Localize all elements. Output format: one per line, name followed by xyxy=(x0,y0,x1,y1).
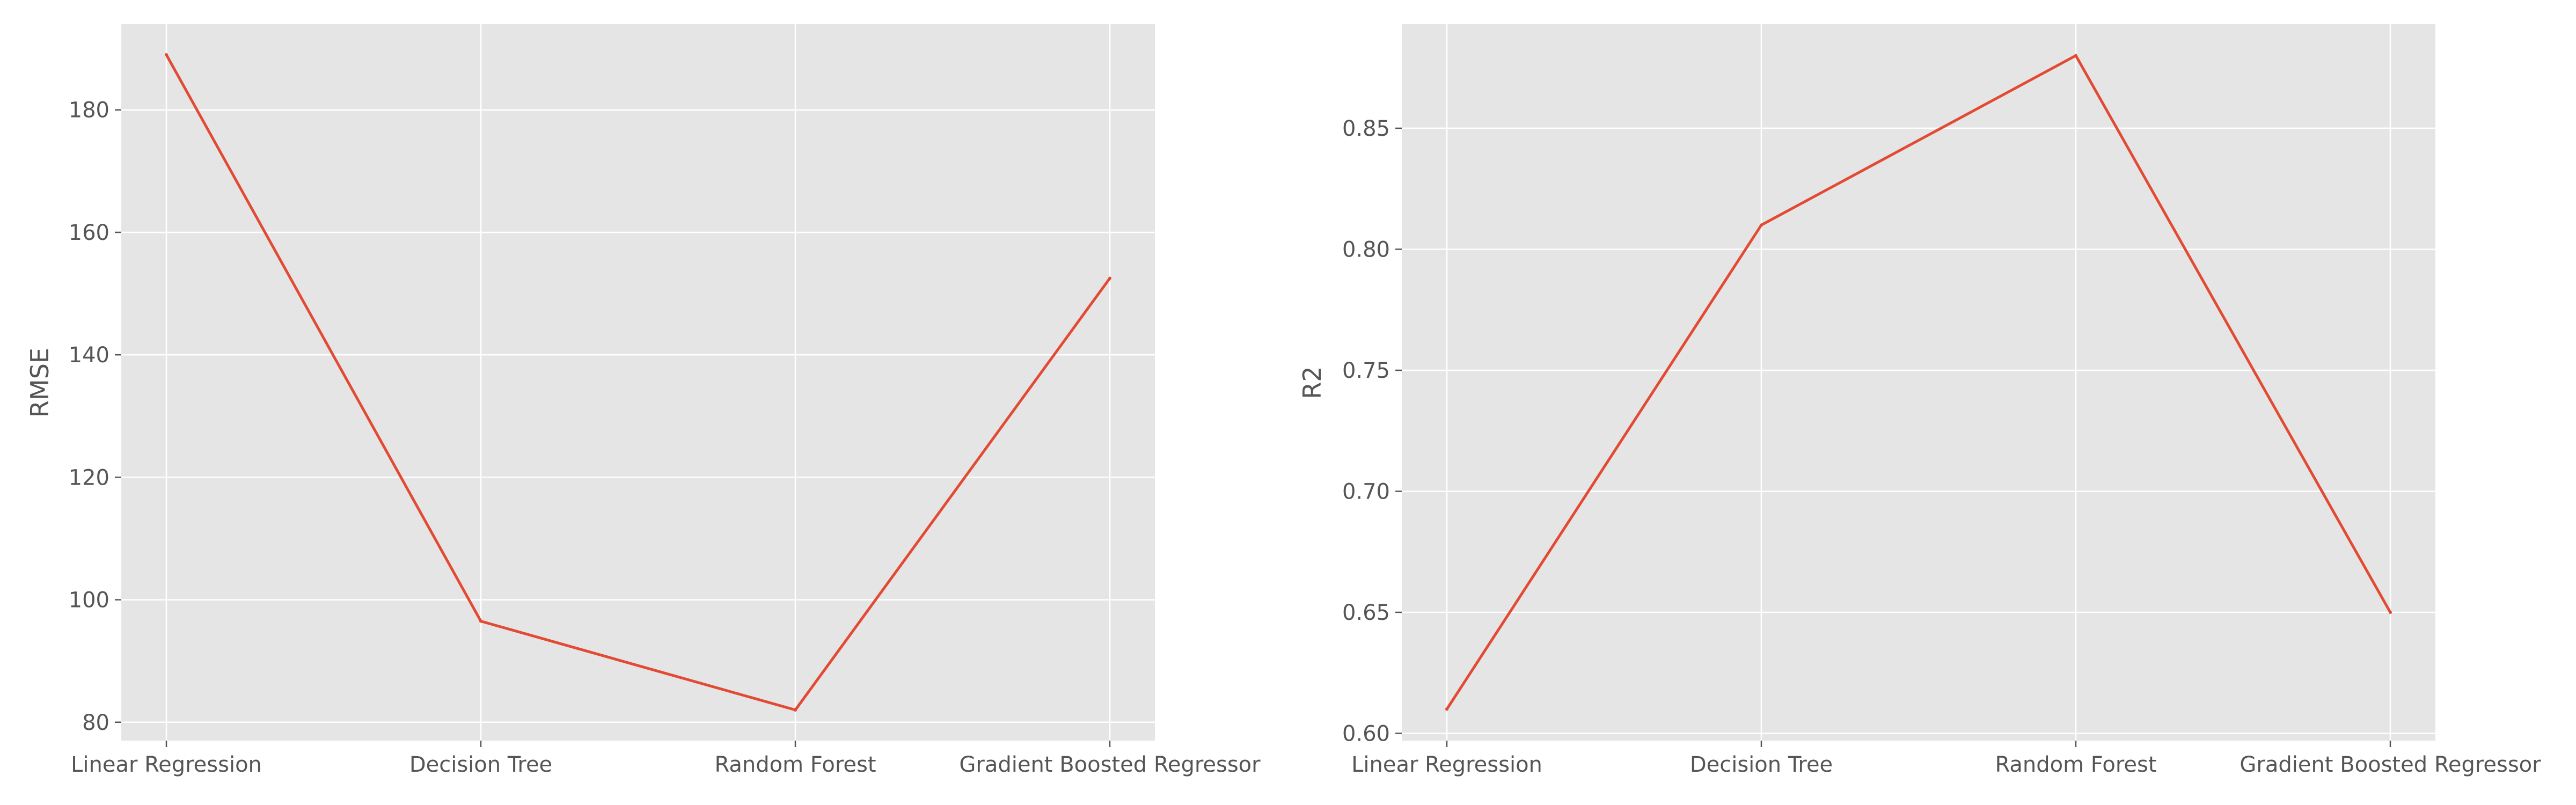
rmse-series xyxy=(165,53,1111,712)
rmse-chart-panel: Linear Regression Decision Tree Random For… xyxy=(25,24,1261,777)
r2-y-tick-label: 0.70 xyxy=(1342,479,1390,504)
rmse-x-tick-label: Decision Tree xyxy=(409,752,552,777)
r2-y-tick-label: 0.60 xyxy=(1342,721,1390,746)
rmse-data-point xyxy=(1108,276,1111,280)
rmse-y-tick-label: 100 xyxy=(69,588,109,613)
r2-y-tick-label: 0.75 xyxy=(1342,358,1390,383)
rmse-y-tick-label: 180 xyxy=(69,98,109,123)
rmse-data-point xyxy=(479,619,482,623)
r2-x-tick-label: Random Forest xyxy=(1995,752,2156,777)
r2-data-point xyxy=(2389,610,2392,614)
rmse-x-tick-label: Random Forest xyxy=(714,752,876,777)
r2-x-tick-label: Gradient Boosted Regressor xyxy=(2240,752,2541,777)
r2-chart-panel: Linear Regression Decision Tree Random For… xyxy=(1298,24,2541,777)
r2-series xyxy=(1445,54,2392,711)
rmse-series-line xyxy=(165,54,1111,712)
rmse-data-point xyxy=(794,708,797,712)
r2-grid xyxy=(1402,24,2435,741)
rmse-y-axis-label: RMSE xyxy=(25,348,54,418)
rmse-y-tick-label: 140 xyxy=(69,343,109,368)
r2-x-tick-label: Decision Tree xyxy=(1690,752,1833,777)
rmse-tick-labels: Linear Regression Decision Tree Random For… xyxy=(69,98,1261,777)
rmse-y-tick-label: 120 xyxy=(69,465,109,490)
r2-y-axis-label: R2 xyxy=(1298,366,1327,399)
r2-y-tick-label: 0.80 xyxy=(1342,237,1390,262)
r2-data-point xyxy=(2074,54,2077,57)
rmse-plot-area xyxy=(121,24,1155,741)
r2-y-tick-label: 0.65 xyxy=(1342,601,1390,625)
r2-y-tick-label: 0.85 xyxy=(1342,116,1390,141)
r2-ticks xyxy=(1395,127,2391,747)
r2-x-tick-label: Linear Regression xyxy=(1351,752,1542,777)
rmse-y-tick-label: 80 xyxy=(82,711,109,735)
r2-plot-area xyxy=(1402,24,2435,741)
r2-series-line xyxy=(1445,54,2392,710)
rmse-data-point xyxy=(165,53,168,57)
rmse-x-tick-label: Gradient Boosted Regressor xyxy=(959,752,1261,777)
rmse-x-tick-label: Linear Regression xyxy=(71,752,262,777)
r2-data-point xyxy=(1760,223,1763,227)
r2-tick-labels: Linear Regression Decision Tree Random For… xyxy=(1342,116,2541,777)
rmse-grid xyxy=(121,24,1155,741)
r2-data-point xyxy=(1445,707,1448,711)
rmse-y-tick-label: 160 xyxy=(69,221,109,245)
rmse-ticks xyxy=(115,109,1111,747)
